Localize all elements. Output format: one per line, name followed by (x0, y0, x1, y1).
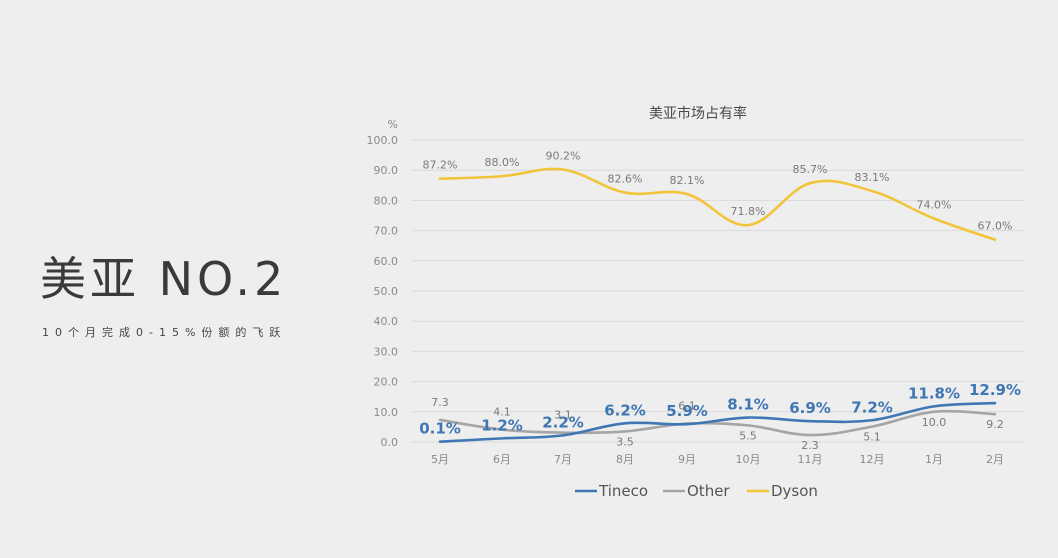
x-tick-label: 7月 (554, 453, 572, 466)
data-label-other: 10.0 (922, 416, 947, 429)
y-tick-label: 0.0 (381, 436, 399, 449)
data-label-other: 4.1 (493, 406, 511, 419)
data-label-other: 7.3 (431, 396, 449, 409)
data-label-other: 3.5 (616, 435, 634, 448)
data-label-tineco: 7.2% (851, 398, 893, 416)
data-label-tineco: 11.8% (908, 384, 960, 402)
y-tick-label: 20.0 (374, 376, 399, 389)
y-tick-label: 30.0 (374, 345, 399, 358)
data-label-tineco: 6.2% (604, 401, 646, 419)
x-tick-label: 1月 (925, 453, 943, 466)
legend-label-tineco: Tineco (598, 482, 648, 500)
data-label-dyson: 88.0% (485, 156, 520, 169)
y-tick-label: 40.0 (374, 315, 399, 328)
y-axis-unit: % (388, 118, 398, 131)
data-label-tineco: 12.9% (969, 381, 1021, 399)
data-label-tineco: 5.9% (666, 402, 708, 420)
x-tick-label: 2月 (986, 453, 1004, 466)
data-label-dyson: 83.1% (855, 171, 890, 184)
chart-title: 美亚市场占有率 (649, 105, 747, 122)
x-tick-label: 5月 (431, 453, 449, 466)
data-label-tineco: 8.1% (727, 396, 769, 414)
data-label-other: 5.1 (863, 431, 881, 444)
y-tick-label: 60.0 (374, 255, 399, 268)
x-tick-label: 12月 (860, 453, 885, 466)
data-label-tineco: 6.9% (789, 399, 831, 417)
legend-label-other: Other (687, 482, 730, 500)
y-tick-label: 90.0 (374, 164, 399, 177)
y-tick-label: 80.0 (374, 194, 399, 207)
series-line-other (438, 409, 997, 437)
data-label-dyson: 67.0% (978, 220, 1013, 233)
y-tick-label: 50.0 (374, 285, 399, 298)
x-tick-label: 9月 (678, 453, 696, 466)
data-label-tineco: 2.2% (542, 413, 584, 431)
x-tick-label: 6月 (493, 453, 511, 466)
data-label-other: 6.1 (678, 400, 696, 413)
data-label-dyson: 71.8% (731, 205, 766, 218)
data-label-dyson: 90.2% (546, 150, 581, 163)
legend-label-dyson: Dyson (771, 482, 818, 500)
data-label-other: 5.5 (739, 429, 757, 442)
data-label-dyson: 87.2% (423, 159, 458, 172)
series-line-dyson (438, 167, 997, 241)
y-tick-label: 100.0 (367, 134, 399, 147)
series-line-tineco (438, 401, 997, 443)
slide-subheadline: 10个月完成0-15%份额的飞跃 (42, 326, 287, 339)
data-label-tineco: 1.2% (481, 416, 523, 434)
data-label-dyson: 85.7% (793, 163, 828, 176)
data-label-other: 2.3 (801, 439, 819, 452)
x-tick-label: 8月 (616, 453, 634, 466)
y-tick-label: 70.0 (374, 225, 399, 238)
x-tick-label: 10月 (736, 453, 761, 466)
data-label-tineco: 0.1% (419, 420, 461, 438)
data-label-dyson: 82.1% (670, 174, 705, 187)
data-label-other: 3.1 (554, 409, 572, 422)
y-tick-label: 10.0 (374, 406, 399, 419)
slide-headline: 美亚 NO.2 (40, 252, 288, 306)
x-tick-label: 11月 (798, 453, 823, 466)
data-label-dyson: 74.0% (917, 199, 952, 212)
data-label-dyson: 82.6% (608, 173, 643, 186)
data-label-other: 9.2 (986, 418, 1004, 431)
